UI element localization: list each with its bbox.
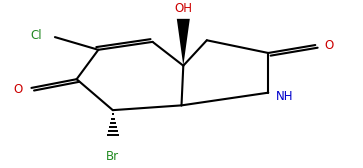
Text: Br: Br	[106, 150, 119, 163]
Text: OH: OH	[174, 2, 192, 15]
Text: NH: NH	[276, 90, 293, 103]
Text: O: O	[13, 83, 23, 96]
Text: O: O	[324, 38, 334, 52]
Text: Cl: Cl	[30, 29, 42, 42]
Polygon shape	[177, 19, 190, 66]
